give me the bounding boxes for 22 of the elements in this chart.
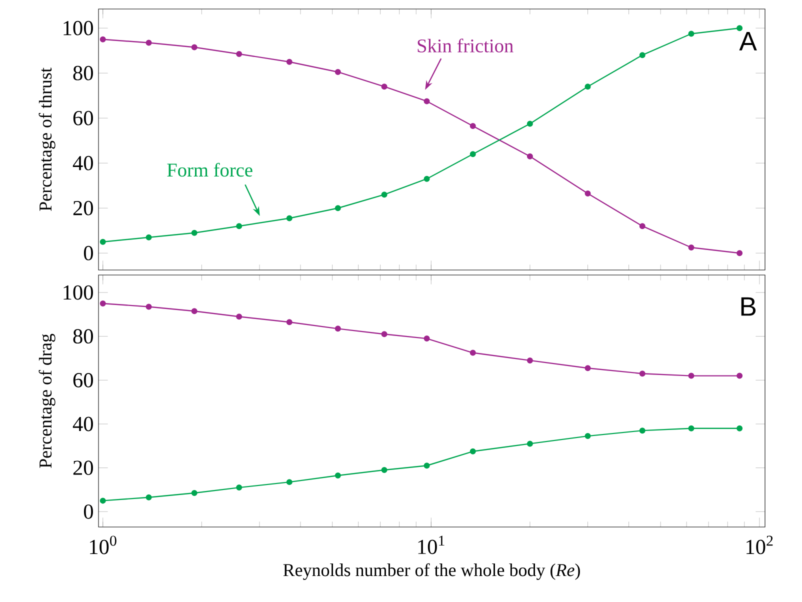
x-tick-label: 10$^{1}$	[418, 536, 444, 554]
y-tick-label: 20	[73, 200, 93, 216]
x-tick-label: 10$^{0}$	[90, 536, 116, 554]
y-tick-label: 60	[73, 110, 93, 126]
text: Skin friction	[418, 38, 514, 52]
y-tick-label: 80	[73, 329, 93, 344]
x-tick-label: 10$^{2}$	[746, 536, 773, 554]
y-tick-label: 40	[72, 156, 93, 170]
y-tick-label: 0	[84, 504, 93, 519]
y-tick-label: 20	[73, 460, 93, 476]
y-tick-label: 0	[84, 246, 93, 260]
y-tick-label: 100	[64, 20, 93, 36]
annotation: B	[741, 297, 756, 316]
y-tick-label: 40	[72, 416, 93, 432]
y-axis-title: Percentage of drag	[38, 334, 56, 468]
y-tick-label: 60	[73, 372, 93, 388]
y-tick-label: 80	[73, 66, 93, 80]
y-tick-label: 100	[64, 285, 93, 300]
annotation: A	[739, 32, 757, 50]
y-axis-title: Percentage of thrust	[38, 68, 56, 211]
x-axis-title: Reynolds number of the whole body (Re)	[283, 563, 580, 580]
text: Form force	[167, 162, 252, 177]
